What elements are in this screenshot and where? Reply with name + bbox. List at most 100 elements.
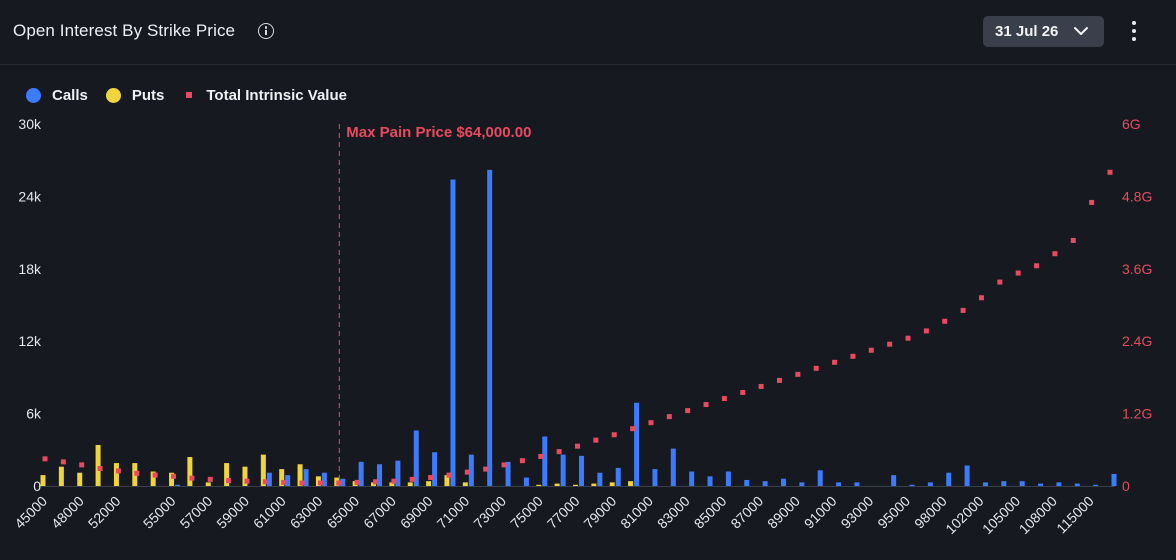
y-right-tick-label: 0 xyxy=(1122,478,1130,494)
calls-bar xyxy=(891,475,897,486)
intrinsic-value-point xyxy=(189,475,195,481)
calls-bar xyxy=(1019,481,1025,486)
intrinsic-value-point xyxy=(391,478,397,484)
calls-bar xyxy=(854,482,860,486)
intrinsic-value-point xyxy=(795,371,801,377)
calls-bar xyxy=(836,482,842,486)
expiry-date-dropdown[interactable]: 31 Jul 26 xyxy=(983,16,1104,47)
intrinsic-value-point xyxy=(244,478,250,484)
legend-item-calls[interactable]: Calls xyxy=(26,87,88,104)
x-tick-label: 89000 xyxy=(764,493,803,532)
intrinsic-value-point xyxy=(630,426,636,432)
intrinsic-value-point xyxy=(997,279,1003,285)
intrinsic-value-point xyxy=(868,347,874,353)
puts-bar xyxy=(113,463,119,486)
legend-label-intrinsic: Total Intrinsic Value xyxy=(206,86,347,104)
intrinsic-value-point xyxy=(1107,169,1113,175)
legend-item-intrinsic[interactable]: Total Intrinsic Value xyxy=(182,87,347,104)
calls-bar xyxy=(413,430,419,486)
calls-bar xyxy=(560,454,566,486)
x-tick-label: 83000 xyxy=(654,493,693,532)
legend-label-puts: Puts xyxy=(131,86,165,104)
puts-bar xyxy=(77,472,83,486)
intrinsic-value-point xyxy=(1015,270,1021,276)
puts-bar xyxy=(242,466,248,486)
panel-header: Open Interest By Strike Price 31 Jul 26 xyxy=(0,0,1176,65)
puts-bar xyxy=(609,482,615,486)
puts-bar xyxy=(462,482,468,486)
puts-bar xyxy=(554,483,560,486)
intrinsic-value-point xyxy=(685,408,691,414)
puts-bar xyxy=(573,484,578,486)
y-left-tick-label: 30k xyxy=(18,116,42,132)
calls-bar xyxy=(946,472,952,486)
x-tick-label: 95000 xyxy=(874,493,913,532)
puts-bar xyxy=(407,482,413,486)
intrinsic-value-point xyxy=(611,432,617,438)
calls-bar xyxy=(597,472,603,486)
y-left-tick-label: 18k xyxy=(18,261,42,277)
intrinsic-value-point xyxy=(1052,251,1058,257)
legend-label-calls: Calls xyxy=(52,86,88,104)
y-right-tick-label: 6G xyxy=(1122,116,1141,132)
y-left-tick-label: 0 xyxy=(33,478,41,494)
puts-bar xyxy=(169,472,175,486)
calls-bar xyxy=(744,479,750,486)
intrinsic-value-point xyxy=(428,475,434,481)
x-tick-label: 75000 xyxy=(507,493,546,532)
x-tick-label: 69000 xyxy=(397,493,436,532)
x-tick-label: 108000 xyxy=(1016,493,1060,537)
puts-bar xyxy=(224,463,230,486)
x-tick-label: 71000 xyxy=(434,493,473,532)
intrinsic-value-point xyxy=(776,377,782,383)
calls-bar xyxy=(175,484,181,486)
calls-bar xyxy=(487,169,493,486)
intrinsic-value-point xyxy=(905,335,911,341)
intrinsic-value-point xyxy=(887,341,893,347)
intrinsic-value-point xyxy=(226,478,232,484)
calls-bar xyxy=(285,475,291,486)
calls-bar xyxy=(377,464,383,486)
intrinsic-value-point xyxy=(942,318,948,324)
puts-bar xyxy=(187,457,193,486)
intrinsic-value-point xyxy=(923,328,929,334)
calls-bar xyxy=(670,448,676,486)
x-tick-label: 105000 xyxy=(979,493,1023,537)
intrinsic-value-point xyxy=(978,295,984,301)
calls-swatch xyxy=(26,87,41,103)
calls-bar xyxy=(964,465,970,486)
x-tick-label: 55000 xyxy=(140,493,179,532)
intrinsic-value-point xyxy=(115,468,121,474)
calls-bar xyxy=(468,454,474,486)
puts-bar xyxy=(40,475,46,486)
calls-bar xyxy=(266,472,272,486)
intrinsic-value-point xyxy=(519,458,525,464)
calls-bar xyxy=(579,455,584,486)
intrinsic-value-point xyxy=(575,443,580,449)
calls-bar xyxy=(505,461,511,486)
intrinsic-value-point xyxy=(832,359,838,365)
intrinsic-value-point xyxy=(281,479,287,485)
legend-item-puts[interactable]: Puts xyxy=(105,86,165,104)
calls-bar xyxy=(799,482,805,486)
intrinsic-value-point xyxy=(409,476,415,482)
info-icon[interactable] xyxy=(258,23,274,39)
intrinsic-value-point xyxy=(1089,199,1095,205)
intrinsic-value-point xyxy=(464,469,470,475)
intrinsic-swatch xyxy=(186,92,193,98)
puts-bar xyxy=(260,454,266,486)
puts-swatch xyxy=(105,87,121,103)
y-left-tick-label: 24k xyxy=(18,188,42,204)
calls-bar xyxy=(1093,484,1099,486)
calls-bar xyxy=(523,477,529,486)
intrinsic-value-point xyxy=(299,480,305,486)
y-right-tick-label: 4.8G xyxy=(1122,188,1152,204)
calls-bar xyxy=(1111,473,1117,486)
intrinsic-value-point xyxy=(960,307,966,313)
intrinsic-value-point xyxy=(60,459,66,465)
more-options-icon[interactable] xyxy=(1124,19,1144,45)
puts-bar xyxy=(279,469,285,486)
intrinsic-value-point xyxy=(538,453,544,459)
puts-bar xyxy=(297,464,303,486)
